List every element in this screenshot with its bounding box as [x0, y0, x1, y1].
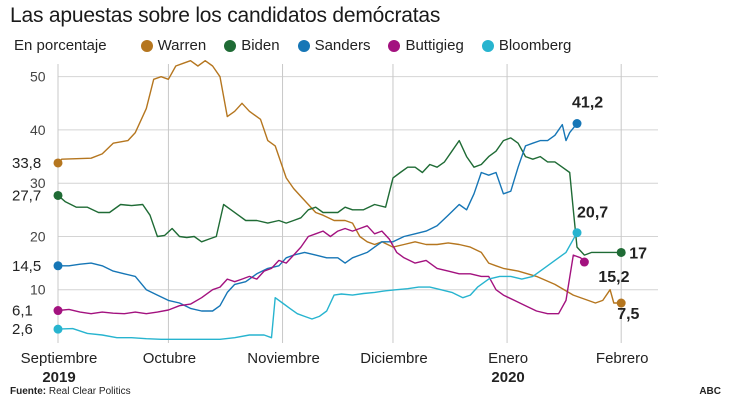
series-line-warren — [57, 60, 622, 304]
x-year-label: 2019 — [42, 369, 75, 386]
start-value-label: 2,6 — [12, 321, 33, 338]
end-marker-sanders — [572, 119, 582, 129]
legend-item-bloomberg: Bloomberg — [481, 37, 572, 54]
chart-title: Las apuestas sobre los candidatos demócr… — [10, 4, 441, 27]
legend-swatch — [140, 39, 153, 52]
y-tick-label: 40 — [30, 122, 46, 138]
start-value-label: 14,5 — [12, 258, 41, 275]
start-value-label: 27,7 — [12, 187, 41, 204]
series-line-bloomberg — [57, 232, 578, 340]
y-tick-label: 10 — [30, 282, 46, 298]
legend-label: Bloomberg — [498, 37, 572, 54]
source-label: Fuente: — [10, 386, 47, 397]
x-tick-label: Noviembre — [247, 350, 320, 367]
credit: ABC — [699, 386, 721, 397]
legend-item-sanders: Sanders — [297, 37, 371, 54]
x-tick-label: Septiembre — [21, 350, 98, 367]
legend-label: Sanders — [314, 37, 371, 54]
legend-item-buttigieg: Buttigieg — [388, 37, 464, 54]
end-value-label: 7,5 — [617, 306, 639, 323]
start-marker-warren — [53, 158, 63, 168]
end-value-label: 17 — [629, 245, 647, 262]
end-value-label: 15,2 — [598, 269, 629, 286]
series-line-sanders — [58, 123, 578, 312]
source-note: Fuente: Real Clear Politics — [10, 386, 131, 397]
x-year-label: 2020 — [491, 369, 524, 386]
end-value-label: 20,7 — [577, 205, 608, 222]
legend-item-warren: Warren — [140, 37, 207, 54]
legend-label: Buttigieg — [405, 37, 464, 54]
x-tick-label: Diciembre — [360, 350, 428, 367]
start-marker-bloomberg — [53, 324, 63, 334]
legend-item-biden: Biden — [224, 37, 280, 54]
end-marker-biden — [616, 247, 626, 257]
unit-label: En porcentaje — [14, 37, 107, 54]
end-value-label: 41,2 — [572, 95, 603, 112]
legend-swatch — [297, 39, 310, 52]
x-tick-label: Octubre — [143, 350, 196, 367]
end-marker-warren — [616, 298, 626, 308]
legend-swatch — [481, 39, 494, 52]
source-text: Real Clear Politics — [48, 386, 131, 397]
legend-swatch — [388, 39, 401, 52]
series-line-buttigieg — [57, 225, 585, 315]
series-line-biden — [57, 137, 622, 256]
start-value-label: 6,1 — [12, 303, 33, 320]
y-tick-label: 50 — [30, 69, 46, 85]
start-marker-biden — [53, 190, 63, 200]
x-tick-label: Enero — [488, 350, 528, 367]
legend: En porcentaje Warren Biden Sanders Butti… — [14, 37, 589, 54]
end-marker-bloomberg — [572, 228, 582, 238]
legend-swatch — [224, 39, 237, 52]
y-tick-label: 20 — [30, 228, 46, 244]
start-value-label: 33,8 — [12, 155, 41, 172]
end-marker-buttigieg — [579, 257, 589, 267]
legend-label: Biden — [241, 37, 280, 54]
start-marker-sanders — [53, 261, 63, 271]
start-marker-buttigieg — [53, 306, 63, 316]
legend-label: Warren — [157, 37, 207, 54]
y-tick-label: 30 — [30, 175, 46, 191]
x-tick-label: Febrero — [596, 350, 649, 367]
